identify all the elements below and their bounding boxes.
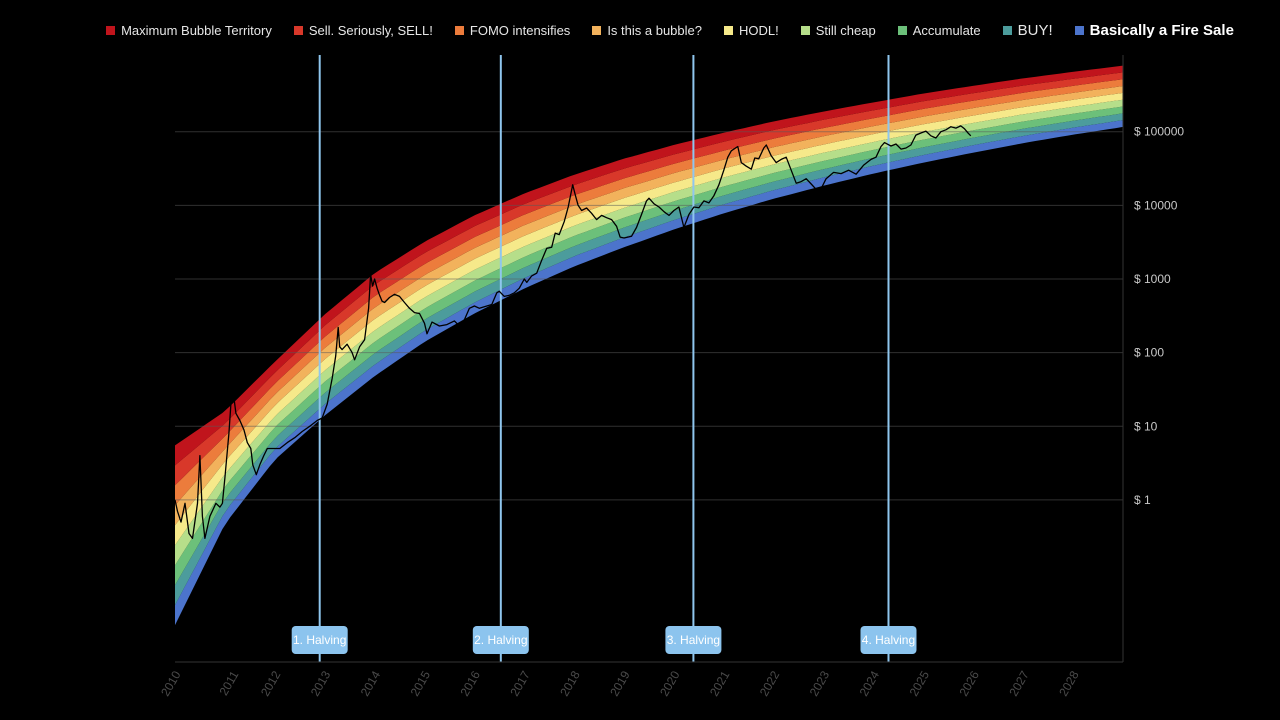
halving-label-box [860,626,917,654]
x-tick-label: 2013 [308,668,334,698]
x-tick-label: 2021 [707,668,733,698]
gridlines [175,131,1123,501]
x-tick-label: 2014 [358,668,384,698]
legend-item: Maximum Bubble Territory [106,18,272,42]
x-tick-label: 2011 [216,668,241,698]
legend-swatch [454,25,464,35]
legend-label: HODL! [739,22,779,38]
x-tick-label: 2025 [907,668,933,698]
rainbow-bands [175,65,1123,626]
y-tick-label: $ 1 [1134,493,1151,507]
legend-label: Maximum Bubble Territory [121,22,272,38]
halving-label-box [665,626,722,654]
halving-label-box [472,626,529,654]
legend-item: Accumulate [897,18,981,42]
legend-label: Still cheap [815,22,876,38]
legend-swatch [897,25,907,35]
halving-markers: 1. Halving 2. Halving 3. Halving 4. Halving [291,55,917,662]
x-tick-label: 2018 [557,668,583,698]
y-tick-label: $ 10 [1134,419,1158,433]
x-tick-label: 2022 [757,668,783,698]
x-tick-label: 2020 [657,668,683,698]
legend-label: FOMO intensifies [469,22,571,38]
x-tick-label: 2015 [408,668,434,698]
legend-swatch [293,25,303,35]
legend-item: BUY! [1002,18,1053,42]
legend-item: Sell. Seriously, SELL! [293,18,433,42]
legend-swatch [592,25,602,35]
halving-label: 1. Halving [293,633,346,647]
price-line [174,125,972,540]
legend-label: Sell. Seriously, SELL! [308,22,433,38]
y-tick-label: $ 1000 [1134,272,1171,286]
x-tick-label: 2017 [507,668,533,698]
legend-label: Is this a bubble? [607,22,702,38]
x-tick-label: 2027 [1006,668,1032,698]
legend-swatch [106,25,116,35]
x-tick-label: 2012 [258,668,284,698]
x-tick-label: 2028 [1056,668,1082,698]
x-tick-label: 2024 [857,668,883,698]
halving-label: 4. Halving [862,633,915,647]
x-tick-label: 2023 [807,668,833,698]
x-tick-label: 2019 [607,668,633,698]
legend-swatch [800,25,810,35]
legend-item: HODL! [724,18,779,42]
halving-label: 2. Halving [474,633,527,647]
y-tick-label: $ 10000 [1134,198,1178,212]
legend-label: Accumulate [912,22,981,38]
legend-swatch [1002,25,1012,35]
legend-item: Is this a bubble? [592,18,702,42]
legend-label: Basically a Fire Sale [1089,21,1234,39]
chart-legend: Maximum Bubble Territory Sell. Seriously,… [0,18,1280,42]
halving-label-box [291,626,348,654]
y-tick-label: $ 100 [1134,346,1164,360]
x-tick-label: 2016 [457,668,483,698]
legend-swatch [724,25,733,35]
legend-swatch [1074,25,1084,35]
legend-label: BUY! [1017,21,1053,39]
x-tick-label: 2010 [158,668,184,698]
halving-label: 3. Halving [667,633,720,647]
legend-item: FOMO intensifies [454,18,571,42]
x-tick-label: 2026 [956,668,982,698]
legend-item: Basically a Fire Sale [1074,18,1234,42]
y-tick-label: $ 100000 [1134,125,1184,139]
legend-item: Still cheap [800,18,876,42]
